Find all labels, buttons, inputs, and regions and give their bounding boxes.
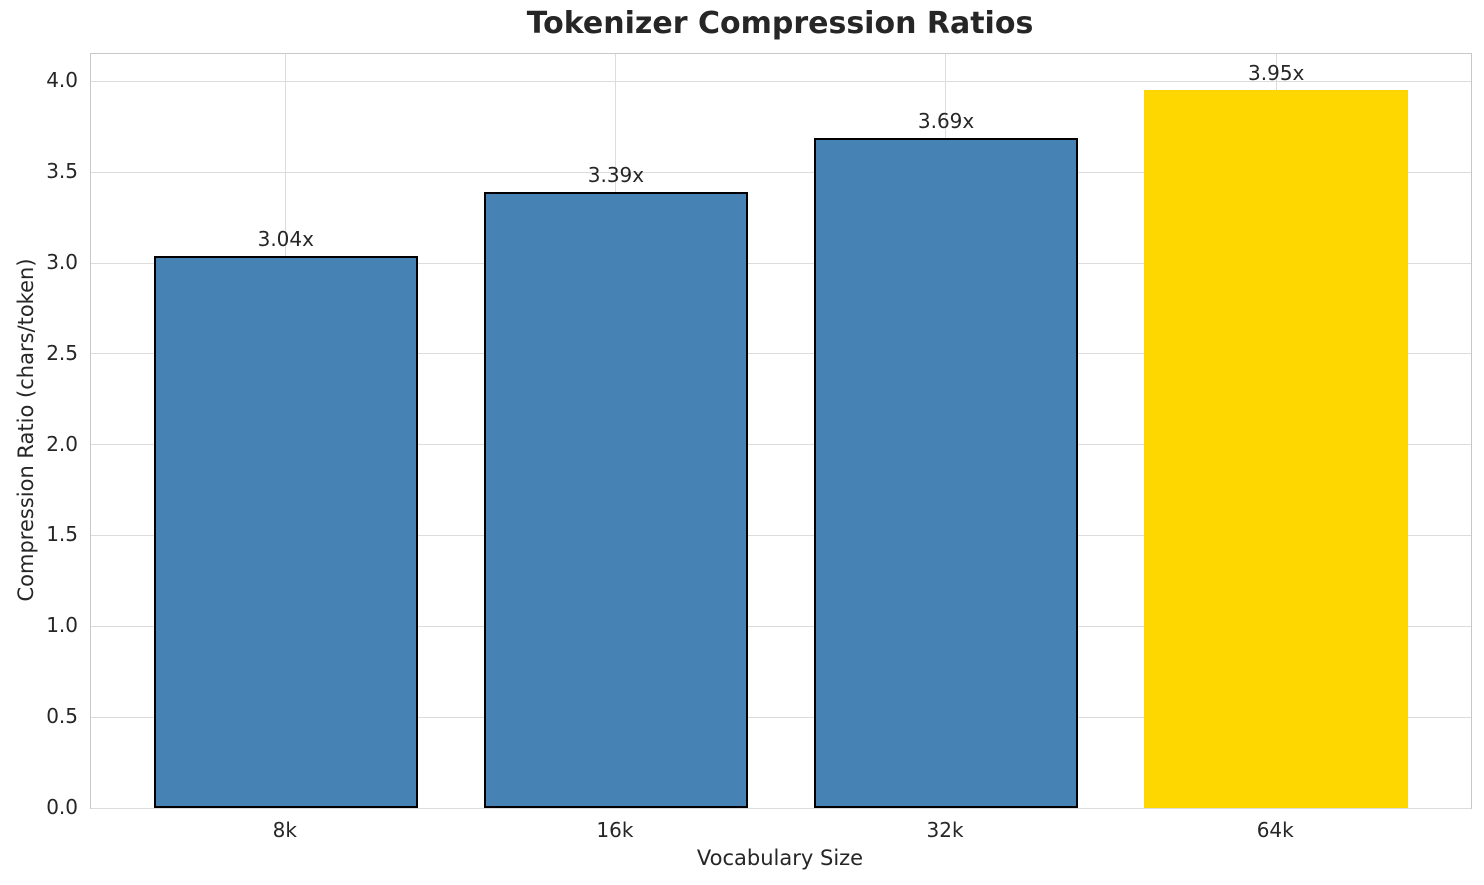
horizontal-gridline [91,80,1471,82]
horizontal-gridline [91,535,1471,537]
y-tick-label: 1.5 [46,522,78,547]
bar-16k [483,192,748,808]
horizontal-gridline [91,353,1471,355]
x-tick-label: 32k [926,818,964,842]
bar-value-label: 3.69x [917,108,975,133]
y-tick-label: 2.5 [46,340,78,365]
y-tick-label: 0.5 [46,704,78,729]
horizontal-gridline [91,716,1471,718]
bar-8k [153,255,418,808]
y-tick-label: 2.0 [46,431,78,456]
bar-32k [814,137,1079,808]
x-tick-label: 8k [272,818,297,842]
x-axis-label: Vocabulary Size [696,846,864,870]
horizontal-gridline [91,262,1471,264]
y-tick-label: 4.0 [46,68,78,93]
bar-value-label: 3.04x [257,226,314,251]
y-tick-label: 0.0 [46,795,78,819]
chart-title: Tokenizer Compression Ratios [526,6,1034,41]
bar-value-label: 3.95x [1248,61,1305,86]
plot-area: 3.04x 3.39x 3.69x 3.95x [90,53,1472,809]
horizontal-gridline [91,807,1471,809]
x-tick-label: 64k [1256,818,1294,842]
horizontal-gridline [91,444,1471,446]
y-tick-label: 3.0 [46,249,78,274]
horizontal-gridline [91,626,1471,628]
bar-value-label: 3.39x [587,163,645,188]
y-tick-label: 1.0 [46,613,78,638]
y-axis-label-text: Compression Ratio (chars/token) [14,258,38,602]
x-tick-label: 16k [596,818,634,842]
y-tick-label: 3.5 [46,159,78,184]
horizontal-gridline [91,171,1471,173]
bar-64k [1144,90,1409,808]
